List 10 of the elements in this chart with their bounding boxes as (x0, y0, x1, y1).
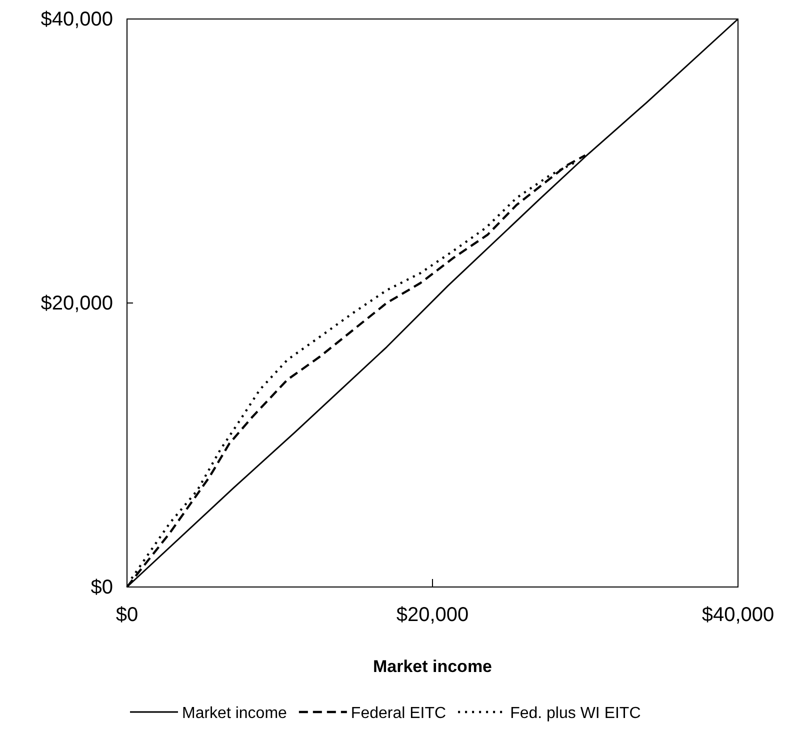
legend-label: Fed. plus WI EITC (510, 705, 641, 722)
legend-label: Federal EITC (350, 705, 446, 722)
x-tick-label: $20,000 (396, 604, 469, 626)
y-tick-label: $40,000 (40, 8, 113, 30)
x-tick-label: $40,000 (702, 604, 774, 626)
legend-label: Market income (182, 705, 288, 722)
x-tick-label: $0 (116, 604, 138, 626)
y-tick-label: $20,000 (40, 292, 113, 314)
y-tick-label: $0 (90, 576, 113, 598)
x-axis-title: Market income (372, 657, 492, 676)
